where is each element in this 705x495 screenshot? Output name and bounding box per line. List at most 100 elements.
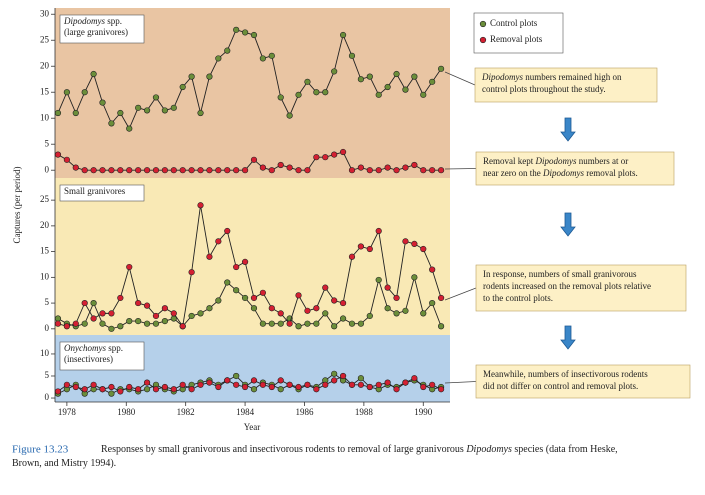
y-tick-label: 0 [45, 164, 50, 174]
annotation-text-part: Removal kept [483, 156, 536, 166]
panel-label: (large granivores) [64, 27, 128, 37]
data-point [375, 227, 382, 235]
data-point [90, 70, 97, 78]
data-point [90, 381, 97, 388]
legend-label: Removal plots [490, 34, 543, 44]
data-point [197, 310, 204, 317]
data-point [81, 89, 88, 96]
data-point [152, 167, 160, 174]
data-point [313, 386, 320, 393]
data-point [331, 297, 338, 304]
data-point [375, 276, 382, 284]
data-point [135, 299, 142, 307]
panel-label: Dipodomys spp. [63, 16, 122, 26]
data-point [206, 305, 213, 312]
data-point [143, 379, 151, 386]
data-point [286, 164, 293, 171]
data-point [197, 109, 204, 117]
panel-label-part: Small granivores [64, 186, 126, 196]
data-point [304, 167, 311, 174]
y-tick-label: 25 [40, 34, 50, 44]
data-point [322, 310, 329, 317]
data-point [143, 320, 151, 327]
annotation-leader [444, 168, 477, 170]
data-point [339, 148, 347, 156]
data-point [224, 167, 231, 174]
data-point [90, 299, 97, 307]
data-point [224, 377, 231, 384]
panel-label: Small granivores [64, 186, 126, 196]
data-point [366, 167, 373, 174]
legend-label: Control plots [490, 18, 538, 28]
annotation-text: near zero on the Dipodomys removal plots… [483, 168, 638, 178]
data-point [393, 70, 400, 78]
data-point [286, 112, 293, 119]
data-point [126, 125, 133, 132]
data-point [161, 305, 168, 312]
data-point [366, 245, 373, 253]
data-point [348, 320, 356, 327]
data-point [135, 386, 142, 393]
data-point [322, 89, 329, 96]
data-point [188, 312, 195, 320]
panel-label: Onychomys spp. [64, 343, 123, 353]
y-tick-label: 10 [40, 271, 50, 281]
panel-background [55, 178, 450, 335]
y-tick-label: 15 [40, 86, 50, 96]
data-point [241, 294, 249, 302]
data-point [241, 29, 249, 36]
annotation-text: Dipodomys numbers remained high on [481, 72, 622, 82]
data-point [402, 238, 409, 245]
annotation-text: In response, numbers of small granivorou… [483, 269, 637, 279]
data-point [259, 55, 266, 62]
data-point [206, 379, 213, 386]
data-point [117, 294, 124, 302]
data-point [295, 167, 302, 174]
data-point [72, 320, 79, 327]
y-tick-label: 10 [40, 348, 50, 358]
data-point [117, 109, 124, 117]
data-point [268, 320, 275, 327]
annotation-box [475, 364, 691, 399]
data-point [197, 167, 204, 174]
data-point [161, 383, 168, 391]
data-point [233, 263, 240, 271]
y-tick-label: 15 [40, 246, 50, 256]
data-point [357, 375, 365, 382]
data-point [99, 310, 106, 317]
data-point [170, 167, 177, 174]
data-point [188, 386, 195, 393]
data-point [411, 240, 418, 247]
data-point [250, 156, 258, 163]
data-point [233, 26, 240, 33]
data-point [90, 315, 97, 322]
data-point [366, 383, 373, 391]
data-point [170, 104, 177, 111]
x-tick-label: 1988 [355, 407, 374, 417]
annotation-text-part: Dipodomys [542, 168, 584, 178]
data-point [259, 164, 266, 171]
data-point [268, 52, 275, 59]
data-point [54, 388, 62, 395]
data-point [215, 297, 222, 304]
data-point [143, 302, 151, 309]
annotation-text-part: rodents increased on the removal plots r… [483, 281, 651, 291]
figure-number: Figure 13.23 [12, 444, 69, 456]
annotation-text-part: numbers remained high on [523, 72, 622, 82]
data-point [233, 372, 240, 380]
data-point [357, 243, 365, 250]
data-point [179, 167, 186, 174]
data-point [233, 381, 240, 388]
data-point [268, 383, 275, 391]
data-point [108, 383, 115, 391]
data-point [143, 167, 151, 174]
data-point [224, 47, 231, 54]
data-point [108, 120, 115, 127]
data-point [206, 73, 213, 80]
data-point [393, 294, 400, 302]
panel-label-part: (large granivores) [64, 27, 128, 37]
data-point [152, 94, 160, 101]
data-point [348, 253, 356, 260]
panel-label-box [59, 14, 145, 44]
data-point [411, 161, 418, 169]
